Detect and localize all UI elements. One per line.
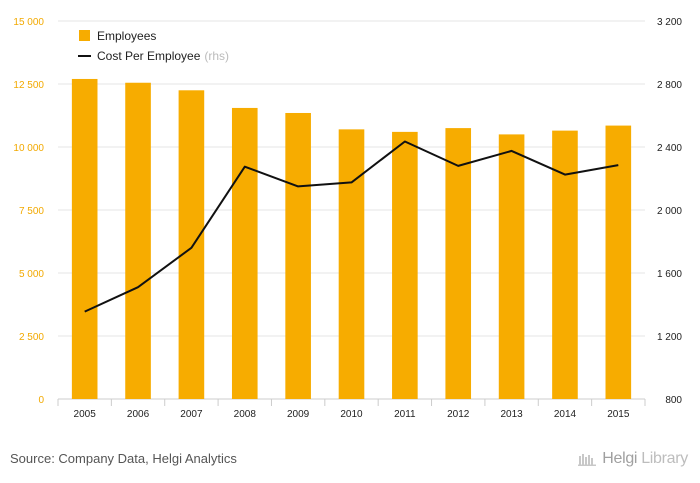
bar-employees	[125, 82, 151, 400]
x-tick-label: 2006	[127, 409, 150, 420]
legend-label-employees: Employees	[97, 29, 156, 43]
legend-swatch-employees	[79, 30, 90, 41]
x-tick-label: 2009	[287, 409, 310, 420]
x-tick-label: 2011	[394, 409, 416, 420]
brand-helgi: Helgi	[602, 450, 638, 467]
x-tick-label: 2013	[500, 409, 523, 420]
x-tick-label: 2015	[607, 409, 630, 420]
x-tick-label: 2007	[180, 409, 203, 420]
y-right-tick-label: 2 800	[657, 80, 682, 91]
y-left-tick-label: 5 000	[19, 269, 44, 280]
x-tick-label: 2014	[554, 409, 577, 420]
y-right-tick-label: 800	[665, 395, 682, 406]
bar-employees	[231, 107, 258, 399]
y-left-tick-label: 0	[38, 395, 44, 406]
y-right-tick-label: 1 600	[657, 269, 682, 280]
bar-employees	[71, 78, 98, 400]
y-right-tick-label: 2 400	[657, 143, 682, 154]
legend-rhs-suffix: (rhs)	[204, 49, 229, 63]
brand-library: Library	[641, 450, 688, 467]
bar-employees	[498, 134, 525, 399]
x-tick-label: 2012	[447, 409, 470, 420]
y-right-tick-label: 1 200	[657, 332, 682, 343]
bar-employees	[178, 90, 205, 400]
bar-employees	[338, 129, 365, 400]
y-left-tick-label: 12 500	[13, 80, 44, 91]
x-tick-label: 2010	[340, 409, 363, 420]
bar-employees	[445, 128, 472, 399]
y-left-tick-label: 7 500	[19, 206, 44, 217]
legend-label-cost-per-employee: Cost Per Employee (rhs)	[97, 49, 229, 63]
bar-employees	[605, 125, 632, 399]
y-left-tick-label: 10 000	[13, 143, 44, 154]
y-right-tick-label: 3 200	[657, 17, 682, 28]
y-left-tick-label: 2 500	[19, 332, 44, 343]
bar-employees	[392, 131, 418, 399]
x-tick-label: 2005	[74, 409, 97, 420]
library-logo-icon	[578, 454, 597, 466]
bar-employees	[285, 112, 311, 399]
helgi-library-logo: Helgi Library	[578, 450, 688, 468]
line-cost-per-employee	[84, 140, 619, 313]
y-right-tick-label: 2 000	[657, 206, 682, 217]
source-note: Source: Company Data, Helgi Analytics	[10, 451, 237, 466]
y-left-tick-label: 15 000	[13, 17, 44, 28]
x-tick-label: 2008	[234, 409, 257, 420]
chart: 0 800 2 500 1 200 5 000 1 600 7 500 2 000 10 000…	[13, 17, 682, 420]
